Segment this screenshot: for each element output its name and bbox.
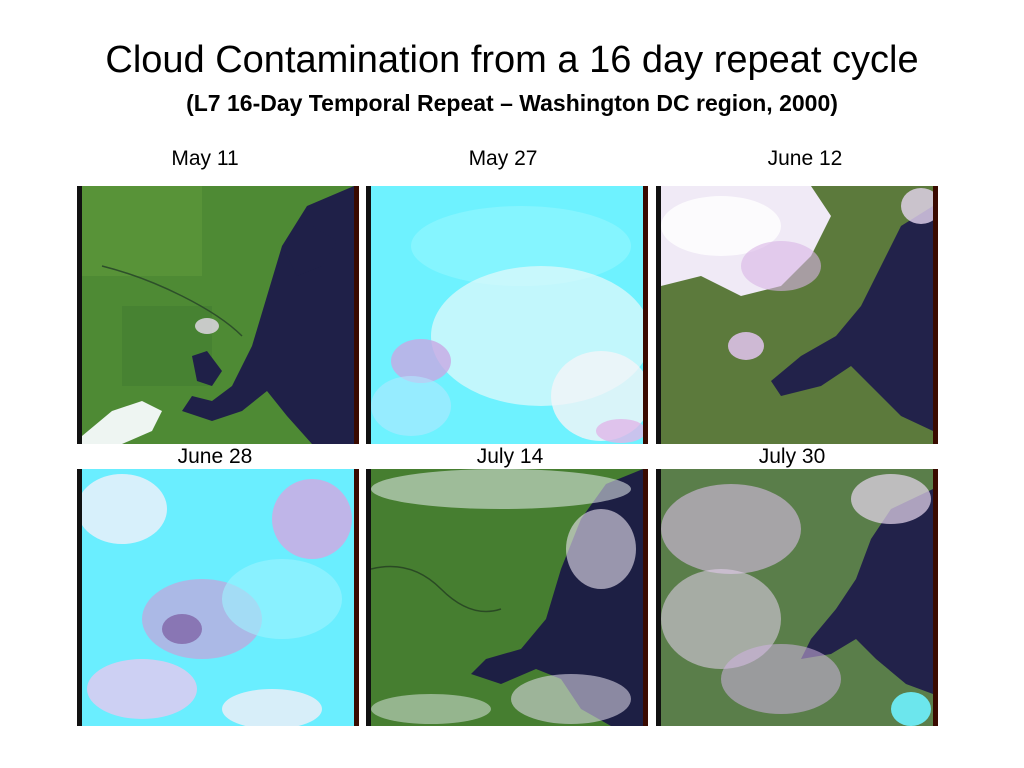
satellite-image-june-28: [77, 469, 359, 726]
date-label-june-12: June 12: [767, 147, 843, 170]
satellite-image-may-11: [77, 186, 359, 444]
date-label-july-14: July 14: [476, 445, 544, 468]
date-label-may-11: May 11: [171, 147, 239, 170]
satellite-image-june-12: [656, 186, 938, 444]
date-label-may-27: May 27: [468, 147, 538, 170]
date-label-july-30: July 30: [758, 445, 826, 468]
satellite-image-july-14: [366, 469, 648, 726]
slide-subtitle: (L7 16-Day Temporal Repeat – Washington …: [186, 90, 838, 116]
satellite-image-may-27: [366, 186, 648, 444]
date-label-june-28: June 28: [177, 445, 253, 468]
slide-title: Cloud Contamination from a 16 day repeat…: [105, 39, 919, 81]
satellite-image-july-30: [656, 469, 938, 726]
